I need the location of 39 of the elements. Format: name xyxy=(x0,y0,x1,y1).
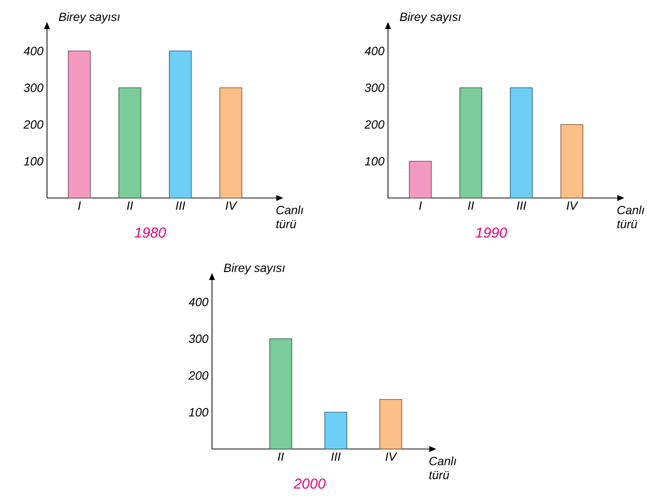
text: 1980 xyxy=(134,228,166,238)
y-tick-label: 300 xyxy=(364,84,384,92)
bar xyxy=(269,338,292,450)
x-tick-label: II xyxy=(126,202,134,210)
x-tick-label: I xyxy=(419,202,422,210)
y-tick-label: 100 xyxy=(24,157,44,166)
x-axis-title: Canlı türü xyxy=(429,456,456,480)
y-tick-label: 200 xyxy=(23,120,44,129)
text: 1990 xyxy=(476,228,508,238)
y-tick-label: 100 xyxy=(188,408,208,416)
y-tick-label: 200 xyxy=(364,120,384,129)
x-axis-title: Canlı türü xyxy=(617,206,644,228)
y-tick-label: 100 xyxy=(364,157,384,166)
y-tick-label: 400 xyxy=(24,46,44,56)
bar xyxy=(459,87,482,198)
y-tick-label: 200 xyxy=(188,371,208,380)
x-axis-title: Canlı türü xyxy=(276,206,304,228)
y-tick-label: 400 xyxy=(188,298,208,306)
x-tick-label: IV xyxy=(566,202,578,210)
x-tick-label: II xyxy=(468,202,474,210)
x-tick-label: III xyxy=(176,202,186,210)
x-tick-label: IV xyxy=(386,452,398,461)
x-tick-label: III xyxy=(516,202,526,210)
bar xyxy=(510,87,533,198)
y-tick-label: 300 xyxy=(188,334,208,343)
bar xyxy=(560,124,584,198)
bar xyxy=(408,160,432,198)
y-axis-title: Birey sayısı xyxy=(400,12,461,24)
y-axis-title: Birey sayısı xyxy=(58,12,120,24)
y-tick-label: 300 xyxy=(24,84,44,92)
x-tick-label: I xyxy=(78,202,81,210)
y-tick-label: 400 xyxy=(364,46,384,56)
x-tick-label: II xyxy=(278,452,284,461)
x-tick-label: IV xyxy=(226,202,238,210)
text: 2000 xyxy=(294,478,326,489)
bar xyxy=(324,412,348,450)
y-axis-title: Birey sayısı xyxy=(224,263,285,274)
bar xyxy=(379,398,402,450)
x-tick-label: III xyxy=(331,452,341,461)
